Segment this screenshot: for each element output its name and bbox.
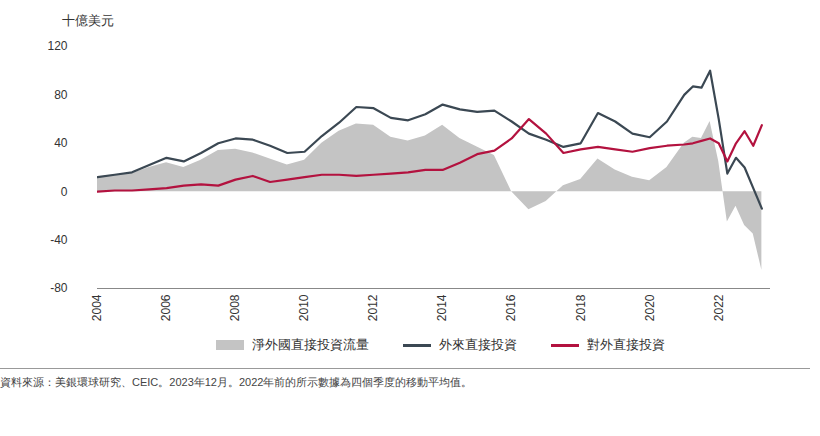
svg-text:2018: 2018 <box>574 294 588 321</box>
svg-text:40: 40 <box>54 136 68 150</box>
svg-text:2016: 2016 <box>504 294 518 321</box>
svg-text:2012: 2012 <box>366 294 380 321</box>
svg-text:2010: 2010 <box>297 294 311 321</box>
html-text:淨外國直接投資流量: 淨外國直接投資流量 <box>251 337 369 352</box>
svg-text:2020: 2020 <box>643 294 657 321</box>
svg-text:-80: -80 <box>50 281 68 295</box>
html-text:對外直接投資: 對外直接投資 <box>586 337 665 352</box>
svg-text:80: 80 <box>54 88 68 102</box>
svg-text:2004: 2004 <box>90 294 104 321</box>
svg-text:2006: 2006 <box>159 294 173 321</box>
svg-text:120: 120 <box>47 39 67 53</box>
svg-text:2014: 2014 <box>435 294 449 321</box>
html-text:外來直接投資: 外來直接投資 <box>438 337 517 352</box>
svg-text:2008: 2008 <box>228 294 242 321</box>
html-text:資料來源：美銀環球研究、CEIC。2023年12月。2022: 資料來源：美銀環球研究、CEIC。2023年12月。2022年前的所示數據為四個… <box>0 376 473 388</box>
html-text:十億美元: 十億美元 <box>62 13 114 28</box>
svg-text:-40: -40 <box>50 233 68 247</box>
svg-text:2022: 2022 <box>712 294 726 321</box>
svg-text:0: 0 <box>61 185 68 199</box>
